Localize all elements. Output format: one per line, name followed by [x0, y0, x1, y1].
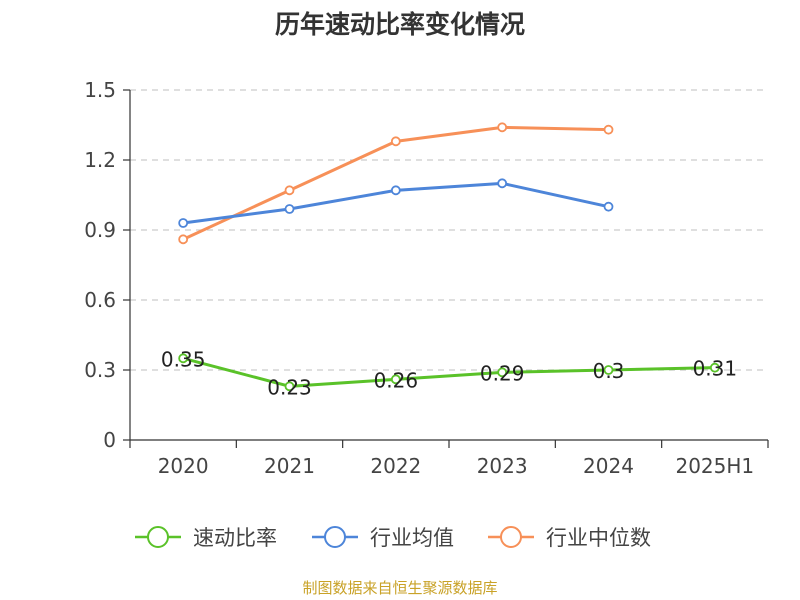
x-tick-label: 2023: [477, 454, 528, 478]
x-tick-label: 2022: [370, 454, 421, 478]
legend-label: 行业中位数: [546, 526, 651, 550]
x-tick-label: 2021: [264, 454, 315, 478]
legend-swatch-marker: [324, 526, 346, 548]
data-point[interactable]: [603, 201, 614, 212]
data-label: 0.26: [374, 368, 419, 392]
y-tick-label: 1.2: [84, 148, 116, 172]
data-label: 0.35: [161, 347, 206, 371]
source-note: 制图数据来自恒生聚源数据库: [302, 579, 497, 597]
y-tick-label: 0.9: [84, 218, 116, 242]
data-label: 0.29: [480, 361, 525, 385]
legend-label: 行业均值: [370, 526, 454, 550]
data-point[interactable]: [390, 374, 401, 385]
y-tick-label: 1.5: [84, 78, 116, 102]
data-labels: 0.35 0.23 0.26 0.29 0.3 0.31: [161, 347, 737, 399]
data-point[interactable]: [178, 218, 189, 228]
data-point[interactable]: [284, 381, 295, 392]
legend-item[interactable]: 行业均值: [312, 526, 454, 550]
data-point[interactable]: [497, 122, 508, 133]
chart-title: 历年速动比率变化情况: [275, 10, 525, 39]
data-point[interactable]: [603, 124, 614, 135]
data-point[interactable]: [390, 136, 401, 147]
y-tick-label: 0: [103, 428, 116, 452]
x-tick-label: 2024: [583, 454, 634, 478]
data-point[interactable]: [284, 185, 295, 196]
legend-swatch-marker: [500, 526, 522, 548]
series-layer: [178, 122, 720, 392]
data-label: 0.31: [693, 357, 738, 381]
y-tick-label: 0.6: [84, 288, 116, 312]
data-label: 0.3: [593, 359, 625, 383]
legend-swatch-marker: [147, 526, 169, 548]
data-point[interactable]: [497, 367, 508, 378]
data-point[interactable]: [390, 185, 401, 196]
series-line: [182, 356, 715, 388]
grid: [130, 89, 768, 371]
x-tick-label: 2025H1: [675, 454, 754, 478]
data-point[interactable]: [178, 353, 189, 364]
legend-item[interactable]: 速动比率: [135, 526, 277, 550]
x-tick-label: 2020: [158, 454, 209, 478]
y-tick-label: 0.3: [84, 358, 116, 382]
data-point[interactable]: [603, 365, 614, 375]
legend-item[interactable]: 行业中位数: [488, 526, 651, 550]
data-point[interactable]: [709, 362, 720, 373]
legend-label: 速动比率: [193, 526, 277, 550]
data-point[interactable]: [497, 178, 508, 189]
data-point[interactable]: [178, 234, 189, 245]
legend[interactable]: 速动比率 行业均值 行业中位数: [135, 526, 651, 550]
data-label: 0.23: [267, 375, 312, 399]
data-point[interactable]: [284, 204, 295, 214]
axes: 0 0.3 0.6 0.9 1.2 1.5 2020 2021 2022 2023 2024 2025…: [84, 78, 769, 478]
